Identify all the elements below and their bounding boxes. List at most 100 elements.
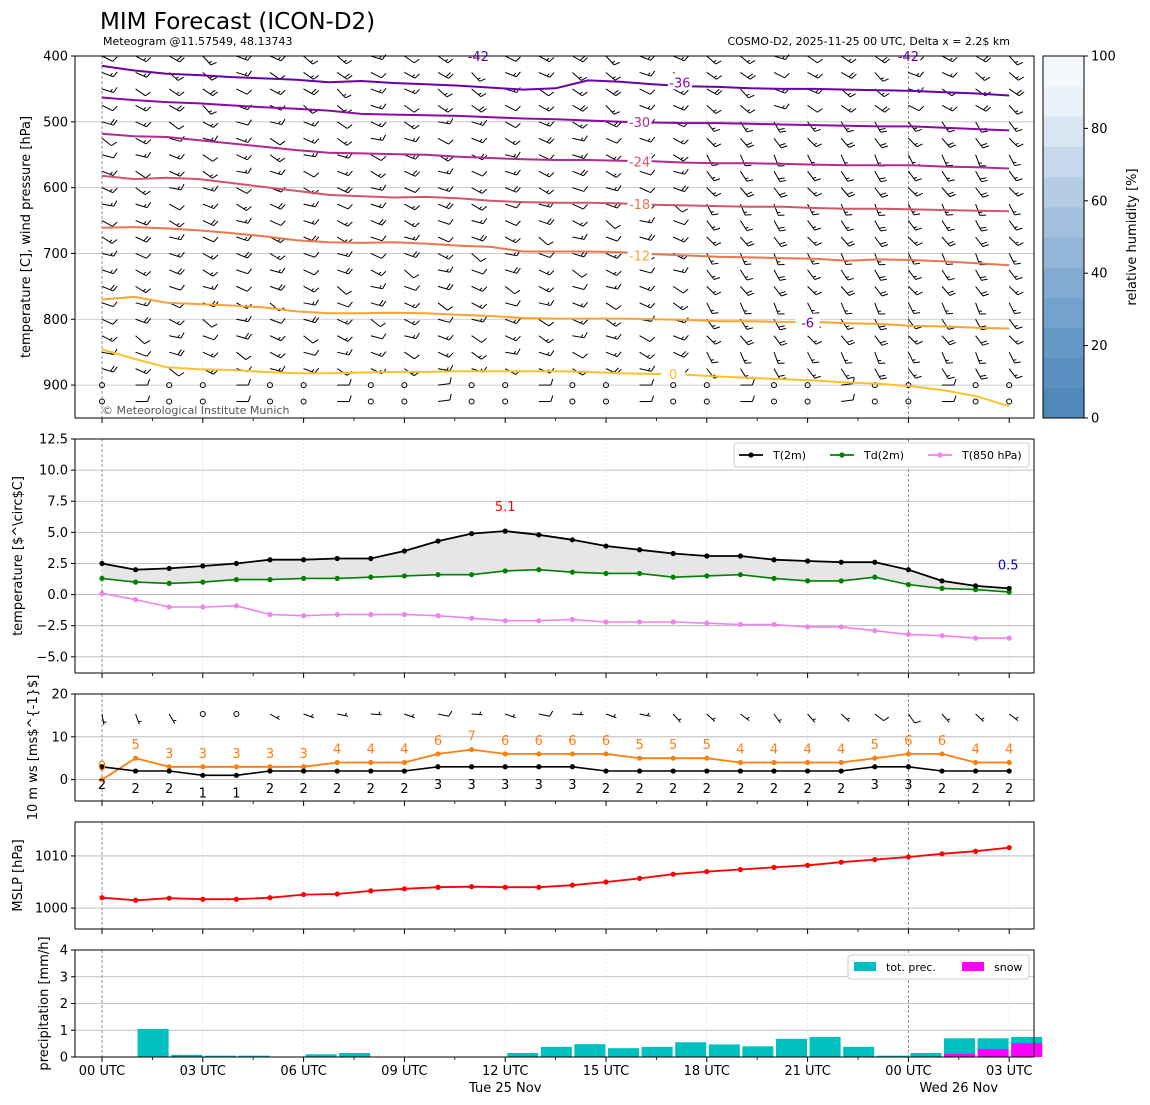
y-tick-label: 0 bbox=[60, 1051, 68, 1066]
wind-barb bbox=[437, 170, 450, 175]
data-point bbox=[704, 553, 710, 559]
wind-barb bbox=[370, 137, 383, 141]
wind-barb-flag bbox=[915, 375, 922, 379]
wind-barb-flag bbox=[347, 221, 353, 227]
wind-barb-flag bbox=[448, 710, 453, 717]
time-tick-label: 06 UTC bbox=[280, 1064, 326, 1079]
wind-barb-flag bbox=[146, 72, 152, 78]
wind-barb-flag bbox=[247, 378, 251, 386]
wind-barb-flag bbox=[173, 719, 177, 722]
wind-barb-flag bbox=[447, 107, 454, 113]
wind-barb-flag bbox=[982, 244, 989, 248]
wind-barb-flag bbox=[682, 305, 689, 311]
wind-barb-flag bbox=[580, 320, 584, 324]
wind-barb bbox=[236, 220, 249, 224]
wind-barb-flag bbox=[179, 222, 185, 228]
wind-barb-flag bbox=[479, 121, 483, 125]
mean-wind-value-label: 2 bbox=[803, 782, 811, 797]
wind-barb bbox=[807, 713, 816, 723]
wind-barb-flag bbox=[846, 717, 851, 720]
data-point bbox=[905, 751, 912, 757]
wind-barb-flag bbox=[1015, 60, 1019, 64]
wind-barb-flag bbox=[146, 121, 152, 128]
wind-barb-flag bbox=[881, 106, 888, 111]
wind-barb-flag bbox=[949, 144, 956, 148]
time-tick-label: 15 UTC bbox=[583, 1064, 629, 1079]
wind-barb bbox=[404, 72, 416, 79]
data-point bbox=[502, 528, 508, 534]
wind-barb-flag bbox=[947, 339, 954, 344]
wind-barb bbox=[370, 55, 383, 61]
wind-barb-flag bbox=[412, 236, 416, 240]
wind-barb-flag bbox=[845, 325, 850, 328]
data-point bbox=[905, 631, 912, 638]
wind-barb bbox=[169, 187, 182, 191]
wind-barb-flag bbox=[343, 109, 348, 112]
wind-barb bbox=[874, 368, 882, 380]
wind-barb-flag bbox=[914, 720, 921, 724]
y-tick-label: 0.0 bbox=[47, 588, 68, 603]
wind-barb bbox=[572, 170, 584, 177]
data-point bbox=[166, 768, 172, 774]
wind-barb bbox=[941, 236, 951, 247]
wind-barb-flag bbox=[311, 301, 315, 305]
wind-barb bbox=[504, 55, 517, 62]
copyright-note: © Meteorological Institute Munich bbox=[102, 404, 289, 417]
wind-barb-flag bbox=[413, 108, 420, 113]
wind-barb-flag bbox=[617, 283, 622, 290]
wind-barb-flag bbox=[984, 76, 991, 81]
wind-barb bbox=[605, 285, 618, 290]
wind-barb-flag bbox=[381, 202, 387, 209]
wind-barb bbox=[908, 318, 916, 330]
wind-barb-flag bbox=[112, 319, 118, 325]
gust-value-label: 3 bbox=[266, 747, 274, 762]
y-tick-label: 5.0 bbox=[47, 526, 68, 541]
wind-barb-flag bbox=[345, 320, 348, 324]
wind-barb-flag bbox=[582, 353, 588, 359]
data-point bbox=[502, 751, 508, 757]
wind-barb bbox=[706, 253, 713, 265]
wind-barb-flag bbox=[784, 72, 790, 79]
wind-barb-flag bbox=[209, 174, 213, 177]
data-point bbox=[670, 871, 676, 877]
axes-frame bbox=[74, 693, 1035, 802]
wind-barb-flag bbox=[915, 178, 922, 182]
wind-barb-flag bbox=[411, 74, 415, 78]
wind-barb bbox=[1008, 220, 1017, 231]
wind-barb-flag bbox=[745, 226, 749, 229]
wind-barb-flag bbox=[647, 105, 651, 109]
wind-barb-flag bbox=[979, 226, 987, 229]
wind-barb-flag bbox=[745, 325, 749, 328]
wind-barb bbox=[404, 121, 415, 130]
mean-wind-value-label: 1 bbox=[199, 786, 207, 801]
wind-barb bbox=[337, 154, 349, 159]
wind-barb-flag bbox=[515, 123, 521, 129]
wind-barb bbox=[572, 203, 584, 210]
wind-barb-flag bbox=[751, 395, 755, 402]
data-point bbox=[1006, 589, 1012, 595]
wind-barb bbox=[773, 220, 781, 232]
wind-barb bbox=[773, 335, 782, 346]
wind-barb-flag bbox=[778, 226, 785, 229]
wind-barb-flag bbox=[980, 142, 988, 146]
wind-barb-flag bbox=[310, 60, 314, 63]
wind-barb-flag bbox=[681, 56, 684, 60]
wind-barb-flag bbox=[953, 395, 957, 402]
data-point bbox=[99, 575, 105, 582]
data-point bbox=[704, 620, 710, 626]
data-point bbox=[502, 618, 508, 624]
wind-barb bbox=[202, 88, 213, 97]
data-point bbox=[603, 543, 609, 549]
wind-barb-flag bbox=[712, 164, 719, 166]
wind-barb bbox=[605, 351, 618, 358]
wind-barb bbox=[269, 154, 280, 163]
wind-barb-flag bbox=[913, 374, 917, 377]
wind-barb bbox=[639, 71, 652, 77]
wind-barb bbox=[1008, 713, 1019, 722]
wind-barb bbox=[874, 352, 880, 364]
wind-barb-flag bbox=[616, 270, 622, 276]
wind-barb-flag bbox=[176, 172, 180, 176]
wind-barb bbox=[437, 318, 450, 323]
wind-barb-calm bbox=[804, 398, 811, 405]
wind-barb bbox=[773, 137, 782, 149]
